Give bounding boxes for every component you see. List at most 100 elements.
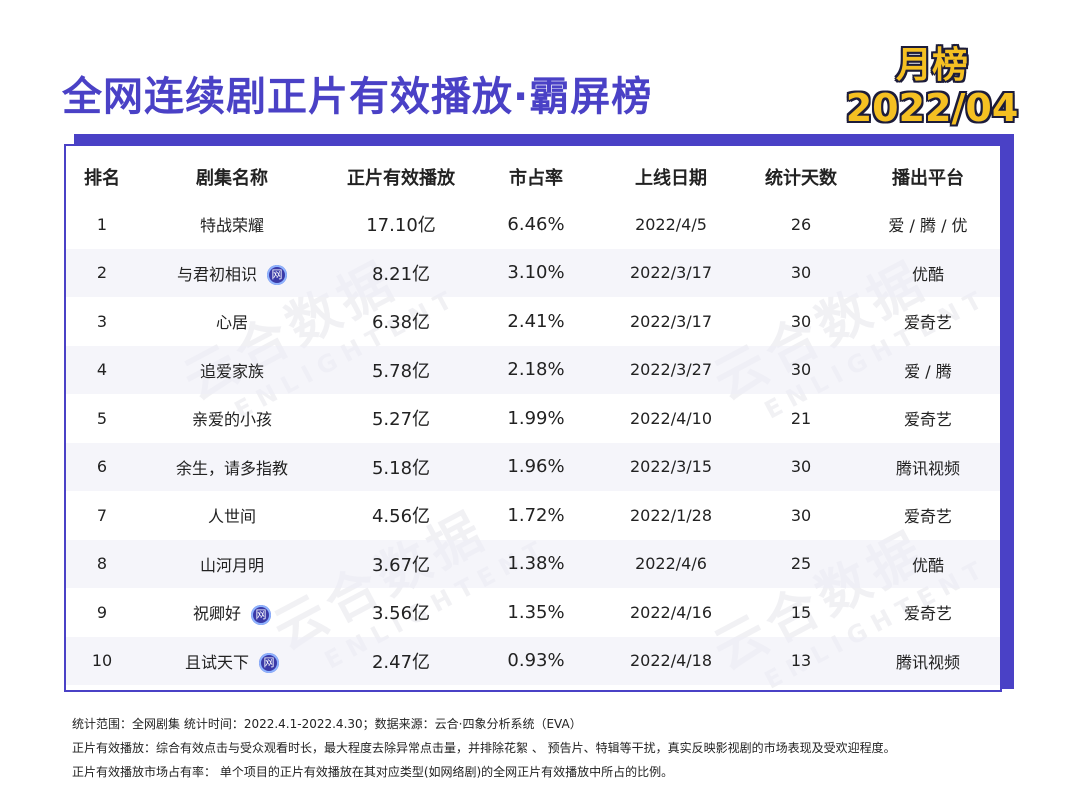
days-cell: 15 [790,602,812,622]
share-cell: 1.38% [476,539,596,588]
column-header-rank: 排名 [84,168,120,189]
rank-cell: 8 [66,539,138,588]
share-cell: 2.18% [476,345,596,394]
platform-cell: 爱 / 腾 / 优 [888,216,968,236]
rank-cell: 5 [96,408,108,428]
footnote-definition-plays: 正片有效播放：综合有效点击与受众观看时长，最大程度去除异常点击量，并排除花絮 、… [72,741,896,755]
days-cell: 13 [746,636,856,685]
plays-cell: 3.67亿 [326,539,476,588]
table-row: 10 且试天下网 2.47亿 0.93% 2022/4/18 13 腾讯视频 [66,636,1000,685]
rank-cell: 2 [66,248,138,297]
plays-cell: 5.78亿 [326,345,476,394]
rank-cell: 4 [66,345,138,394]
days-cell: 30 [790,311,812,331]
plays-cell: 5.27亿 [371,409,431,431]
days-cell: 30 [746,345,856,394]
title-cell: 特战荣耀 [138,200,326,249]
platform-cell: 爱奇艺 [903,410,952,430]
date-cell: 2022/4/6 [596,539,746,588]
table-header-row: 排名 剧集名称 正片有效播放 市占率 上线日期 统计天数 播出平台 [66,154,1000,200]
plays-cell: 5.18亿 [326,442,476,491]
platform-cell: 优酷 [856,539,1000,588]
footnote-definition-share: 正片有效播放市场占有率： 单个项目的正片有效播放在其对应类型(如网络剧)的全网正… [72,765,674,779]
table-row: 3 心居 6.38亿 2.41% 2022/3/17 30 爱奇艺 [66,297,1000,346]
days-cell: 30 [746,248,856,297]
title-text: 亲爱的小孩 [191,410,272,430]
date-cell: 2022/4/18 [596,636,746,685]
title-text: 山河月明 [199,555,264,575]
footnote-scope: 统计范围：全网剧集 统计时间：2022.4.1-2022.4.30；数据来源：云… [72,717,582,731]
days-cell: 30 [790,505,812,525]
rank-cell: 6 [66,442,138,491]
table-row: 8 山河月明 3.67亿 1.38% 2022/4/6 25 优酷 [66,539,1000,588]
platform-cell: 优酷 [856,248,1000,297]
page-title: 全网连续剧正片有效播放·霸屏榜 [62,74,653,120]
plays-cell: 3.56亿 [371,603,431,625]
date-cell: 2022/3/27 [596,345,746,394]
title-text: 追爱家族 [199,361,264,381]
table-row: 9 祝卿好网 3.56亿 1.35% 2022/4/16 15 爱奇艺 [66,588,1000,637]
table-row: 5 亲爱的小孩 5.27亿 1.99% 2022/4/10 21 爱奇艺 [66,394,1000,443]
column-header-platform: 播出平台 [892,168,964,189]
rank-cell: 10 [66,636,138,685]
platform-cell: 爱 / 腾 [856,345,1000,394]
days-cell: 21 [790,408,812,428]
share-cell: 1.99% [507,407,565,429]
table-row: 4 追爱家族 5.78亿 2.18% 2022/3/27 30 爱 / 腾 [66,345,1000,394]
plays-cell: 2.47亿 [326,636,476,685]
platform-cell: 爱奇艺 [903,604,952,624]
date-cell: 2022/4/5 [635,214,707,234]
share-cell: 6.46% [507,213,565,235]
title-text: 祝卿好 [192,604,241,623]
share-cell: 2.41% [507,310,565,332]
platform-cell: 腾讯视频 [856,442,1000,491]
rank-cell: 9 [96,602,108,622]
title-cell: 山河月明 [138,539,326,588]
rank-cell: 3 [96,311,108,331]
column-header-share: 市占率 [509,168,563,189]
share-cell: 1.96% [476,442,596,491]
plays-cell: 8.21亿 [326,248,476,297]
table-row: 7 人世间 4.56亿 1.72% 2022/1/28 30 爱奇艺 [66,491,1000,540]
platform-cell: 腾讯视频 [856,636,1000,685]
web-series-icon: 网 [259,653,279,673]
title-cell: 亲爱的小孩 [138,394,326,443]
title-text: 人世间 [207,507,256,527]
title-cell: 且试天下网 [138,636,326,685]
rank-cell: 1 [96,214,108,234]
title-text: 特战荣耀 [199,216,264,236]
title-cell: 人世间 [138,491,326,540]
column-header-date: 上线日期 [635,168,707,189]
date-cell: 2022/4/16 [629,602,713,622]
rank-cell: 7 [96,505,108,525]
date-cell: 2022/3/17 [629,311,713,331]
title-cell: 与君初相识网 [138,248,326,297]
web-series-icon: 网 [251,604,271,625]
title-text: 且试天下 [184,652,249,672]
plays-cell: 6.38亿 [371,312,431,334]
table-row: 6 余生，请多指教 5.18亿 1.96% 2022/3/15 30 腾讯视频 [66,442,1000,491]
table-row: 2 与君初相识网 8.21亿 3.10% 2022/3/17 30 优酷 [66,248,1000,297]
table-frame: 云合数据 ENLIGHTENT 云合数据 ENLIGHTENT 云合数据 ENL… [64,144,1002,695]
web-series-icon: 网 [267,265,287,285]
title-cell: 心居 [138,297,326,346]
ranking-table: 排名 剧集名称 正片有效播放 市占率 上线日期 统计天数 播出平台 1 特战荣耀… [66,154,1000,685]
date-cell: 2022/3/15 [596,442,746,491]
share-cell: 0.93% [476,636,596,685]
date-cell: 2022/3/17 [596,248,746,297]
column-header-plays: 正片有效播放 [347,168,455,189]
plays-cell: 4.56亿 [371,506,431,528]
column-header-title: 剧集名称 [196,168,268,189]
platform-cell: 爱奇艺 [903,313,952,333]
date-cell: 2022/1/28 [629,505,713,525]
platform-cell: 爱奇艺 [903,507,952,527]
days-cell: 30 [746,442,856,491]
share-cell: 1.35% [507,601,565,623]
share-cell: 1.72% [507,504,565,526]
footnotes: 统计范围：全网剧集 统计时间：2022.4.1-2022.4.30；数据来源：云… [72,712,1032,784]
days-cell: 25 [746,539,856,588]
title-cell: 追爱家族 [138,345,326,394]
date-cell: 2022/4/10 [629,408,713,428]
column-header-days: 统计天数 [765,168,837,189]
